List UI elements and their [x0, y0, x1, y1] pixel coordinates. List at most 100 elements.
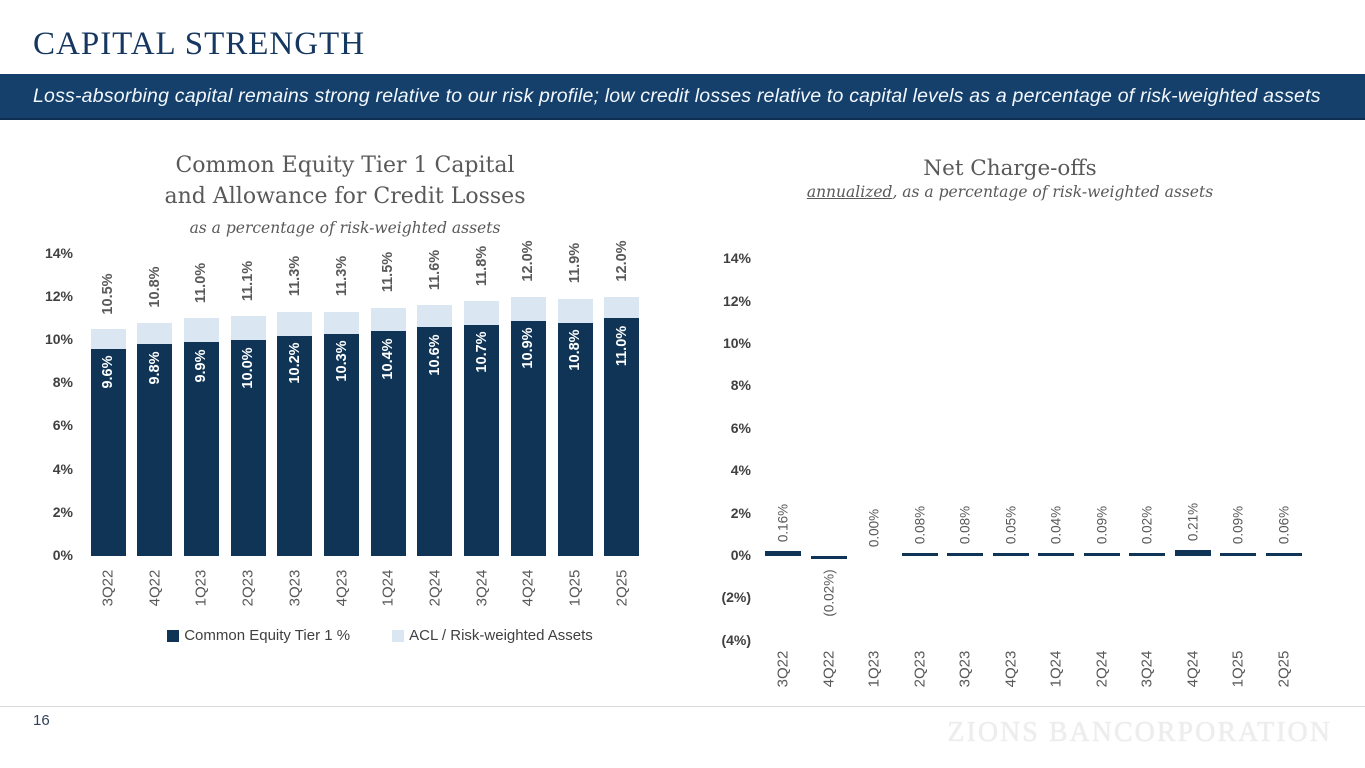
x-axis-label: 1Q24	[1047, 650, 1065, 688]
bar-value-label: 0.21%	[1185, 502, 1200, 541]
x-axis-label: 1Q25	[1229, 650, 1247, 688]
bar-segment-cet1	[277, 335, 313, 556]
y-tick-label: 2%	[730, 504, 751, 521]
bar-value-label: 10.0%	[240, 346, 257, 389]
x-axis-label: 4Q23	[1002, 650, 1019, 688]
bar-segment-cet1	[183, 342, 219, 556]
bar-value-label: 0.09%	[1094, 505, 1109, 544]
left-chart-title-line2: and Allowance for Credit Losses	[164, 184, 526, 209]
bar-value-label: 10.7%	[473, 331, 490, 373]
bar-segment-acl	[557, 298, 593, 323]
bar-segment-acl	[183, 318, 219, 343]
bar-segment-acl	[370, 307, 406, 332]
subtitle-banner: Loss-absorbing capital remains strong re…	[0, 74, 1365, 120]
x-axis-label: 3Q22	[99, 569, 117, 607]
bar-value-label: 0.09%	[1230, 505, 1246, 544]
bar-segment-cet1	[324, 333, 359, 556]
y-tick-label: 10%	[44, 331, 73, 347]
y-tick-label: 6%	[730, 419, 751, 436]
bar-segment-acl	[324, 311, 359, 334]
bar-segment-cet1	[464, 324, 500, 556]
nco-bar	[765, 551, 801, 556]
bar-total-label: 12.0%	[520, 240, 537, 282]
company-watermark: ZIONS BANCORPORATION	[947, 717, 1332, 748]
nco-bar	[1265, 552, 1302, 556]
bar-value-label: 9.6%	[100, 355, 116, 389]
x-axis-label: 2Q24	[1093, 650, 1110, 688]
bar-value-label: 0.04%	[1048, 505, 1064, 544]
x-axis-label: 1Q23	[192, 569, 210, 607]
bar-value-label: 10.6%	[426, 333, 443, 376]
x-axis-label: 3Q23	[956, 650, 974, 688]
y-tick-label: 8%	[52, 374, 73, 391]
nco-bar	[1129, 552, 1165, 556]
bar-segment-acl	[90, 329, 126, 349]
bar-total-label: 10.5%	[100, 273, 116, 315]
bar-total-label: 11.3%	[286, 256, 303, 297]
bar-segment-cet1	[510, 320, 546, 556]
y-tick-label: 4%	[52, 460, 73, 477]
bar-total-label: 12.0%	[613, 240, 630, 282]
bar-value-label: 11.0%	[613, 325, 630, 367]
bar-total-label: 11.5%	[380, 251, 397, 293]
bar-total-label: 11.1%	[240, 260, 257, 301]
x-axis-label: 4Q23	[333, 569, 350, 607]
y-tick-label: (4%)	[721, 631, 751, 648]
bar-segment-cet1	[90, 348, 126, 556]
bar-total-label: 11.9%	[567, 243, 583, 284]
bar-segment-acl	[230, 316, 266, 340]
bar-value-label: 9.8%	[146, 351, 163, 385]
x-axis-label: 2Q23	[911, 650, 928, 688]
nco-bar	[992, 552, 1029, 556]
y-tick-label: (2%)	[721, 589, 751, 606]
left-chart-subtitle: as a percentage of risk-weighted assets	[189, 219, 501, 237]
x-axis-label: 4Q22	[820, 650, 837, 688]
bar-value-label: 10.4%	[380, 338, 397, 380]
nco-bar	[810, 556, 847, 559]
x-axis-label: 3Q24	[473, 569, 491, 607]
right-chart-subtitle-rest: , as a percentage of risk-weighted asset…	[892, 183, 1214, 201]
nco-bar	[1083, 552, 1120, 556]
bar-value-label: 10.3%	[333, 340, 350, 382]
legend-item-cet1: Common Equity Tier 1 %	[167, 627, 350, 644]
bar-value-label: 0.08%	[912, 505, 927, 544]
nco-bar	[1220, 552, 1256, 556]
bar-total-label: 11.0%	[193, 262, 210, 304]
bar-segment-cet1	[604, 318, 640, 556]
bar-value-label: 10.2%	[286, 342, 303, 384]
nco-bar	[901, 552, 938, 556]
x-axis-label: 4Q24	[1184, 650, 1201, 688]
bar-segment-cet1	[417, 327, 453, 556]
bar-segment-cet1	[370, 331, 406, 556]
bar-segment-cet1	[230, 340, 266, 556]
bar-value-label: 10.9%	[520, 327, 537, 369]
bar-total-label: 11.3%	[333, 256, 350, 297]
bar-segment-cet1	[137, 344, 173, 556]
x-axis-label: 4Q24	[519, 569, 537, 607]
page-number: 16	[33, 712, 50, 729]
bar-value-label: 9.9%	[193, 349, 210, 383]
x-axis-label: 3Q23	[286, 569, 304, 607]
x-axis-label: 1Q25	[566, 569, 584, 607]
bar-value-label: 0.05%	[1003, 505, 1018, 544]
page-title: CAPITAL STRENGTH	[33, 26, 366, 62]
bar-value-label: 0.00%	[866, 508, 882, 548]
y-tick-label: 10%	[722, 335, 751, 351]
bar-total-label: 11.8%	[473, 245, 490, 286]
bar-total-label: 10.8%	[146, 266, 163, 308]
x-axis-label: 2Q23	[239, 569, 257, 607]
bar-value-label: 10.8%	[567, 329, 583, 371]
right-chart-title: Net Charge-offs	[923, 156, 1097, 181]
y-tick-label: 8%	[730, 377, 751, 394]
x-axis-label: 1Q23	[865, 650, 883, 688]
legend-label-acl: ACL / Risk-weighted Assets	[409, 627, 593, 644]
left-chart-title-line1: Common Equity Tier 1 Capital	[175, 153, 515, 178]
legend-label-cet1: Common Equity Tier 1 %	[184, 627, 351, 644]
right-chart-subtitle-underlined: annualized	[806, 183, 893, 201]
y-tick-label: 14%	[44, 244, 73, 261]
legend-item-acl: ACL / Risk-weighted Assets	[392, 627, 593, 644]
bar-total-label: 11.6%	[426, 249, 443, 291]
left-chart-legend: Common Equity Tier 1 % ACL / Risk-weight…	[60, 627, 700, 644]
nco-bar	[947, 552, 983, 556]
